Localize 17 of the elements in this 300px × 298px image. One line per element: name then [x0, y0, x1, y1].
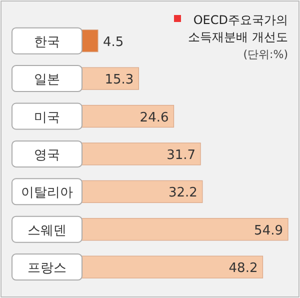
y-tick-label: 영국 — [34, 148, 60, 163]
y-tick-label: 스웨덴 — [28, 223, 66, 238]
data-label: 4.5 — [102, 34, 124, 50]
text: (단위:%) — [243, 48, 288, 61]
data-label: 15.3 — [104, 72, 134, 88]
y-tick-label: 이탈리아 — [21, 186, 73, 201]
data-label: 31.7 — [166, 148, 196, 163]
data-label: 48.2 — [228, 261, 258, 276]
data-label: 24.6 — [140, 110, 169, 126]
data-label: 32.2 — [168, 186, 198, 201]
y-tick-label: 프랑스 — [28, 261, 66, 276]
y-tick-label: 미국 — [34, 110, 60, 126]
chart-title: OECD주요국가의 소득재분배 개선도 — [188, 13, 288, 44]
y-tick-label: 일본 — [34, 72, 60, 88]
y-tick-label: 한국 — [34, 34, 60, 50]
data-label: 54.9 — [254, 223, 283, 238]
bar — [80, 30, 98, 52]
